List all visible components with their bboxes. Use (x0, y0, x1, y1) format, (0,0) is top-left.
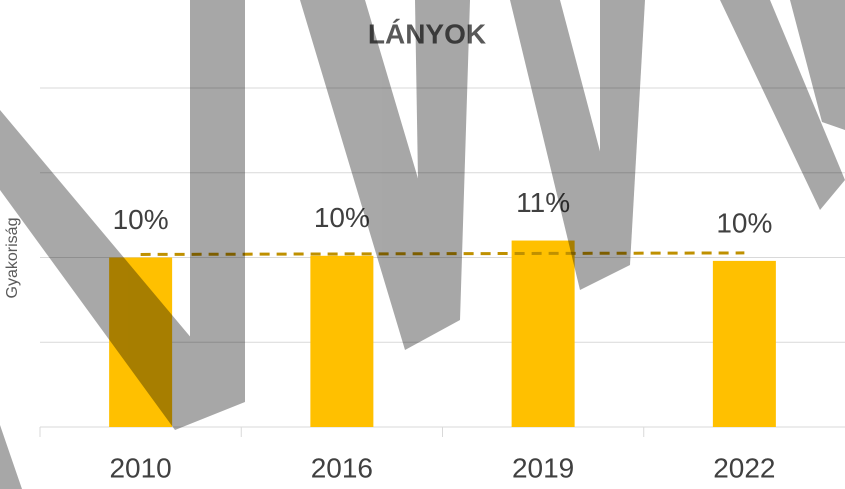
bar (310, 255, 374, 427)
stripe (190, 0, 245, 402)
x-tick-label: 2022 (713, 452, 775, 483)
x-tick-label: 2019 (512, 452, 574, 483)
data-label: 10% (113, 204, 169, 235)
chart-title: LÁNYOK (368, 18, 486, 49)
stripe (415, 0, 470, 320)
stripe (0, 110, 245, 430)
x-tick-label: 2010 (109, 452, 171, 483)
bar (109, 257, 173, 427)
stripe (790, 0, 845, 130)
data-label: 11% (516, 187, 570, 218)
y-axis-label: Gyakoriság (4, 218, 21, 299)
x-tick-label: 2016 (311, 452, 373, 483)
stripe (300, 0, 460, 350)
stripe (510, 0, 630, 290)
data-label: 10% (314, 202, 370, 233)
bar (511, 240, 575, 427)
stripe (600, 0, 645, 265)
bar (712, 260, 776, 427)
stripe (720, 0, 845, 210)
plot: 2010 10% 2016 10% 2019 11% 2022 10% (39, 87, 845, 483)
data-label: 10% (716, 207, 772, 238)
stripe (0, 425, 22, 489)
